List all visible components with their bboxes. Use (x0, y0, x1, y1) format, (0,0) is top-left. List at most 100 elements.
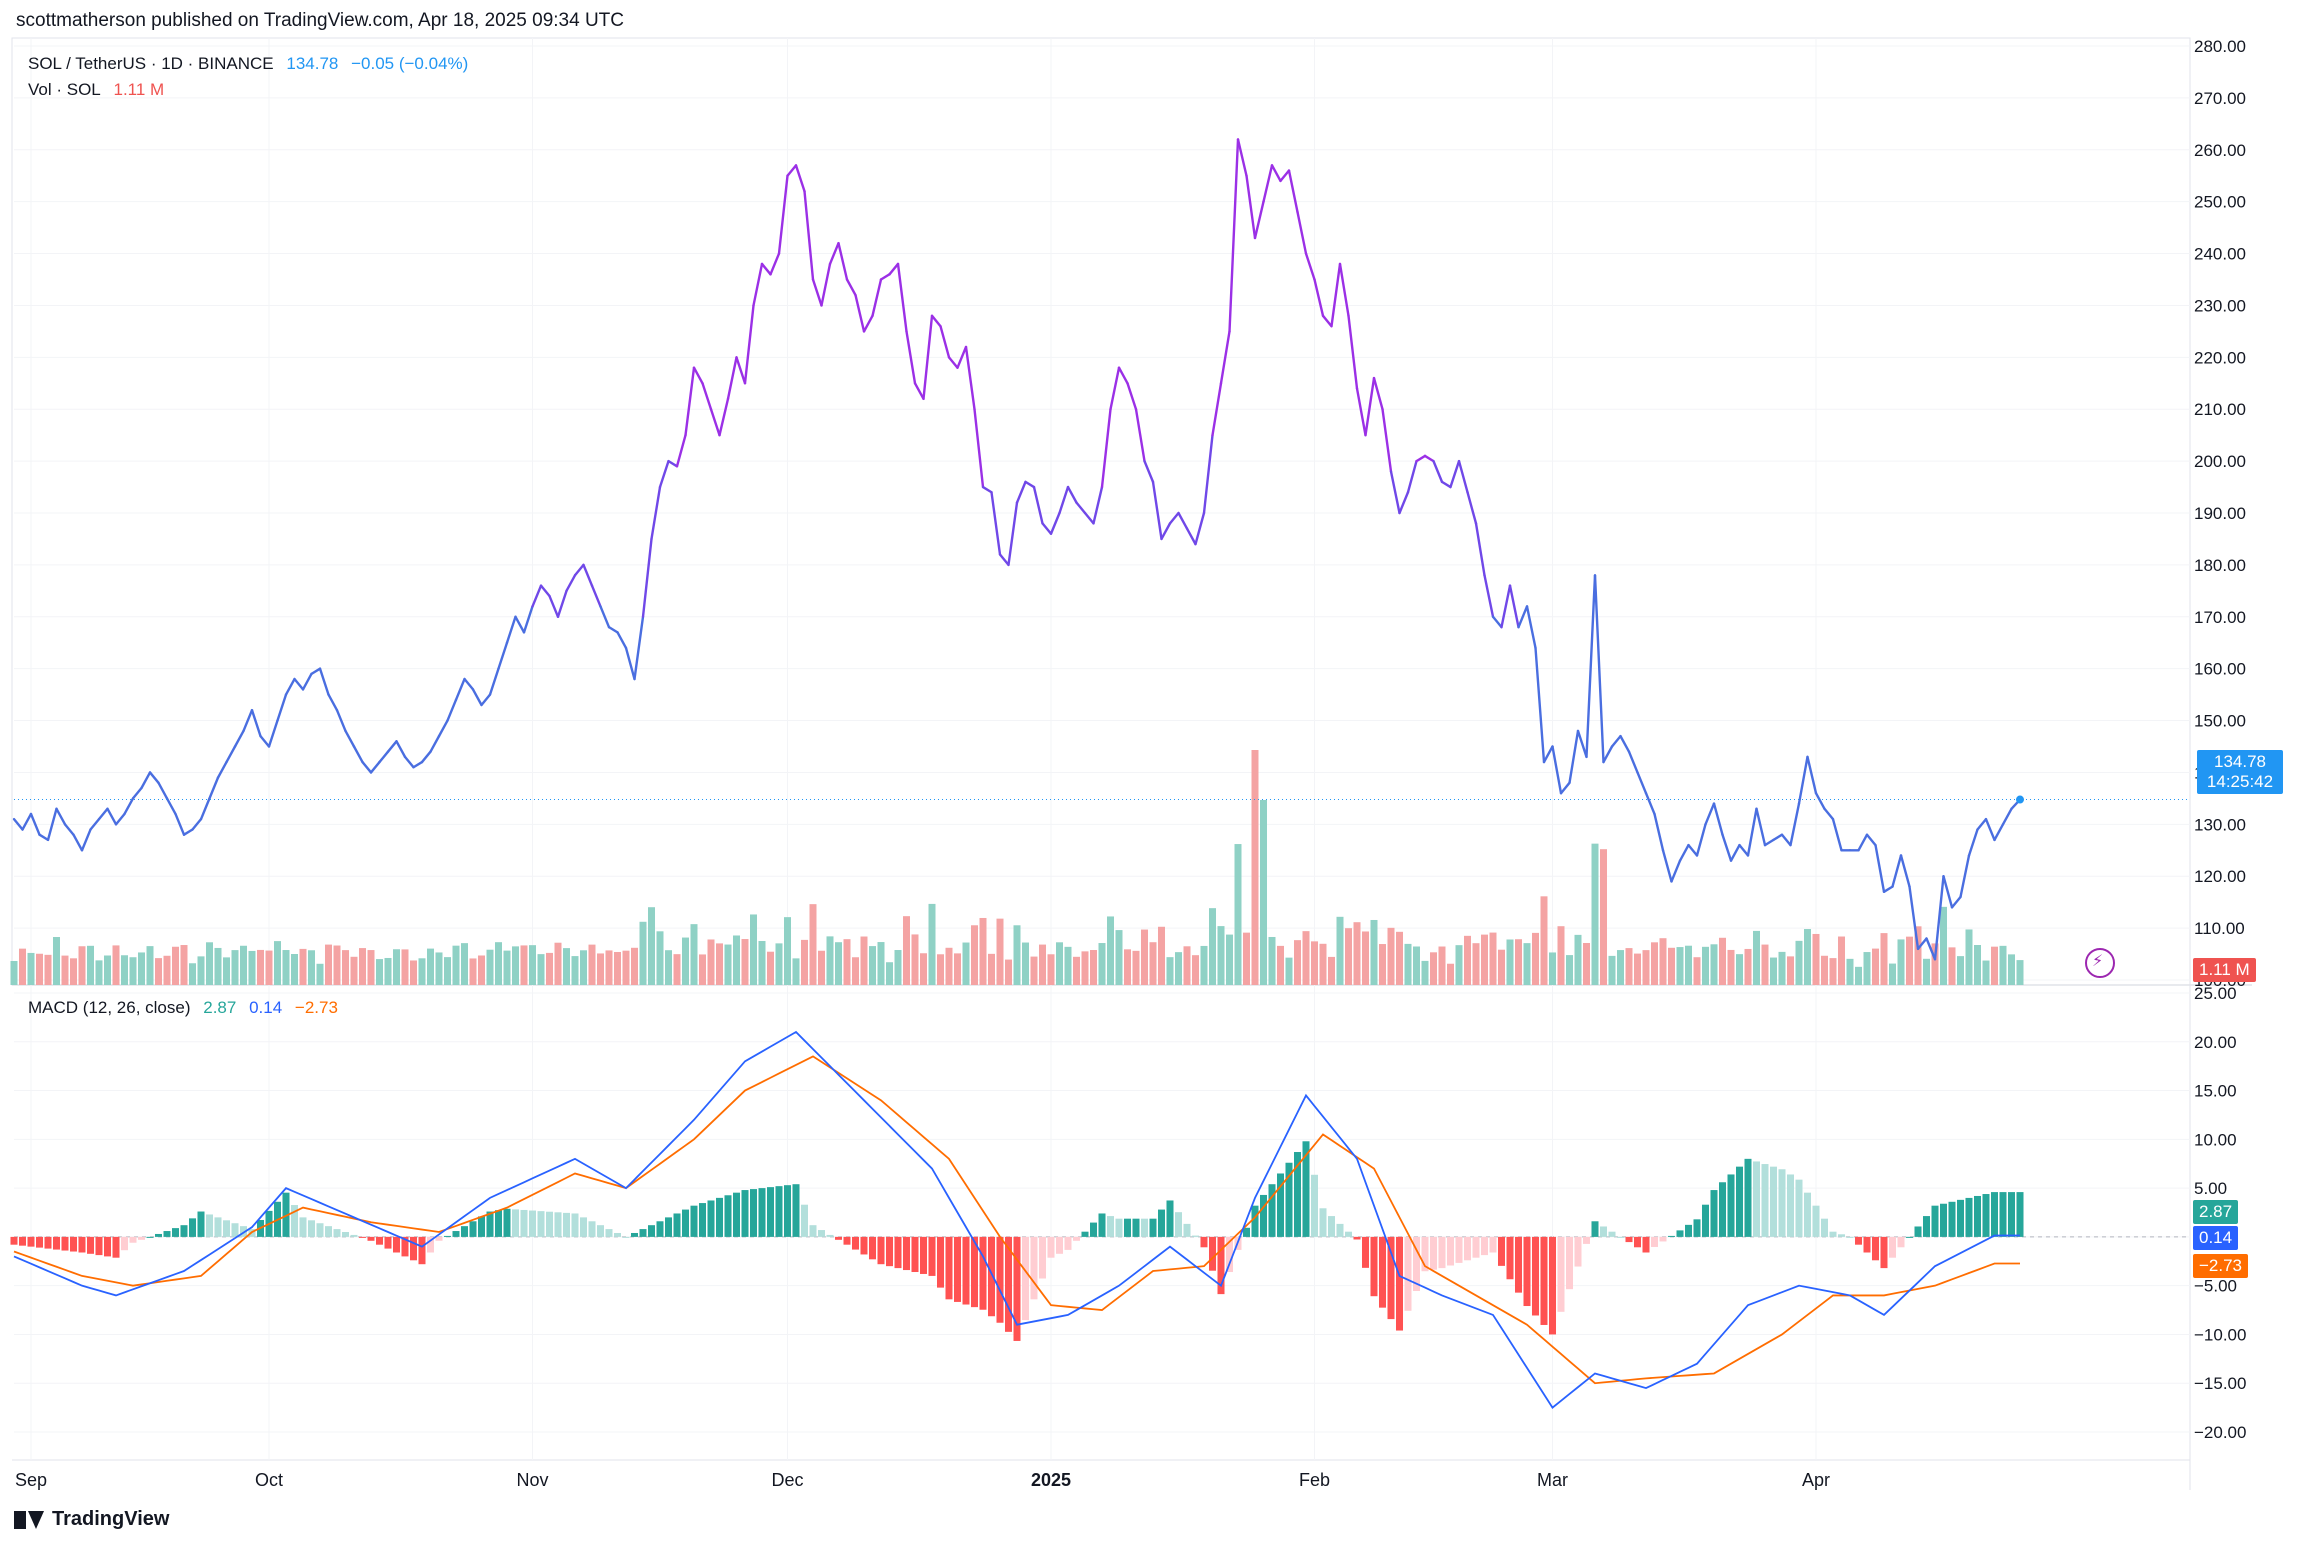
price-line-segment (981, 485, 993, 494)
macd-hist-bar (469, 1221, 477, 1237)
macd-hist-bar (1311, 1174, 1318, 1237)
price-line-segment (769, 252, 781, 276)
macd-hist-bar (189, 1218, 196, 1237)
macd-hist-bar (503, 1208, 511, 1237)
volume-bar (1982, 960, 1990, 985)
price-line-segment (616, 631, 628, 650)
volume-bar (155, 958, 162, 985)
price-tick-label: 150.00 (2194, 712, 2246, 731)
price-line-segment (777, 174, 789, 255)
volume-bar (1719, 937, 1726, 985)
volume-bar (1523, 943, 1531, 985)
volume-bar (189, 963, 196, 985)
volume-bar (571, 956, 579, 985)
price-line-segment (1262, 164, 1274, 203)
price-line-segment (250, 708, 262, 738)
volume-bar (1387, 927, 1395, 985)
macd-hist-bar (775, 1186, 783, 1237)
volume-bar (214, 947, 222, 985)
volume-bar (342, 950, 349, 985)
macd-hist-bar (631, 1232, 638, 1237)
price-line-segment (1126, 382, 1138, 411)
macd-hist-bar (962, 1236, 970, 1305)
volume-bar (869, 946, 876, 985)
price-line-segment (930, 314, 942, 328)
macd-hist-bar (1659, 1236, 1667, 1242)
macd-hist-bar (1090, 1222, 1097, 1237)
price-line-segment (1755, 807, 1767, 847)
volume-bar (1744, 948, 1752, 985)
macd-hist-bar (1685, 1224, 1692, 1237)
macd-hist-bar (401, 1236, 409, 1257)
macd-hist-bar (1013, 1236, 1021, 1341)
macd-hist-bar (1642, 1236, 1650, 1253)
volume-bar (1974, 945, 1981, 985)
volume-bar (197, 956, 205, 985)
price-line-segment (556, 589, 568, 618)
price-line-segment (1228, 138, 1240, 333)
macd-badge: 0.14 (2193, 1226, 2239, 1250)
price-line-segment (794, 164, 806, 193)
volume-bar (1999, 945, 2007, 985)
volume-bar (104, 955, 111, 985)
macd-hist-bar (1396, 1236, 1403, 1331)
macd-hist-bar (1948, 1201, 1956, 1237)
macd-hist-bar (1600, 1226, 1607, 1237)
price-line-segment (1398, 491, 1410, 515)
volume-bar (469, 958, 477, 985)
price-line-segment (1636, 771, 1648, 795)
macd-hist-bar (1608, 1231, 1616, 1237)
price-line-segment (1508, 584, 1520, 629)
macd-hist-bar (571, 1213, 579, 1237)
macd-hist-bar (1872, 1236, 1879, 1261)
macd-hist-bar (231, 1223, 239, 1237)
volume-bar (274, 941, 281, 985)
macd-hist-bar (622, 1236, 630, 1238)
price-line-segment (1551, 745, 1563, 795)
price-line-segment (871, 278, 883, 318)
price-line-segment (1610, 734, 1622, 748)
volume-bar (282, 950, 290, 985)
price-line-segment (114, 812, 126, 826)
macd-hist-bar (1200, 1236, 1208, 1248)
macd-hist-bar (996, 1236, 1004, 1323)
macd-hist-bar (750, 1189, 757, 1237)
macd-hist-bar (104, 1236, 111, 1257)
price-line-segment (505, 615, 517, 644)
price-line-segment (1712, 802, 1724, 836)
volume-bar (1413, 946, 1420, 985)
price-line-segment (1389, 470, 1401, 515)
price-line-segment (828, 241, 840, 266)
signal-line (13, 1055, 2020, 1385)
macd-hist-bar (1625, 1236, 1633, 1243)
macd-hist-bar (308, 1220, 315, 1237)
flash-icon[interactable] (2085, 948, 2115, 978)
volume-bar (1404, 943, 1412, 985)
price-line-segment (1117, 366, 1129, 385)
price-line-segment (46, 807, 58, 842)
volume-bar (1489, 932, 1497, 985)
volume-bar (1149, 942, 1157, 985)
price-line-segment (956, 345, 968, 369)
price-line-segment (701, 382, 713, 411)
volume-bar (1787, 956, 1794, 985)
volume-bar (1234, 844, 1242, 985)
price-line-segment (582, 563, 594, 587)
price-line-segment (1143, 459, 1155, 484)
tradingview-logo: TradingView (14, 1508, 169, 1531)
price-line-segment (1525, 605, 1537, 650)
price-line-segment (293, 677, 305, 691)
price-line-segment (1797, 755, 1809, 805)
volume-bar (393, 949, 400, 985)
macd-hist-bar (1175, 1212, 1182, 1237)
price-line-segment (964, 345, 976, 411)
volume-bar (605, 950, 613, 985)
volume-bar (1047, 954, 1055, 985)
macd-hist-bar (945, 1236, 953, 1300)
price-line-segment (1746, 807, 1758, 857)
volume-bar (1957, 956, 1964, 985)
macd-hist-bar (2008, 1192, 2015, 1237)
price-line-segment (182, 828, 194, 836)
volume-bar (461, 943, 468, 985)
